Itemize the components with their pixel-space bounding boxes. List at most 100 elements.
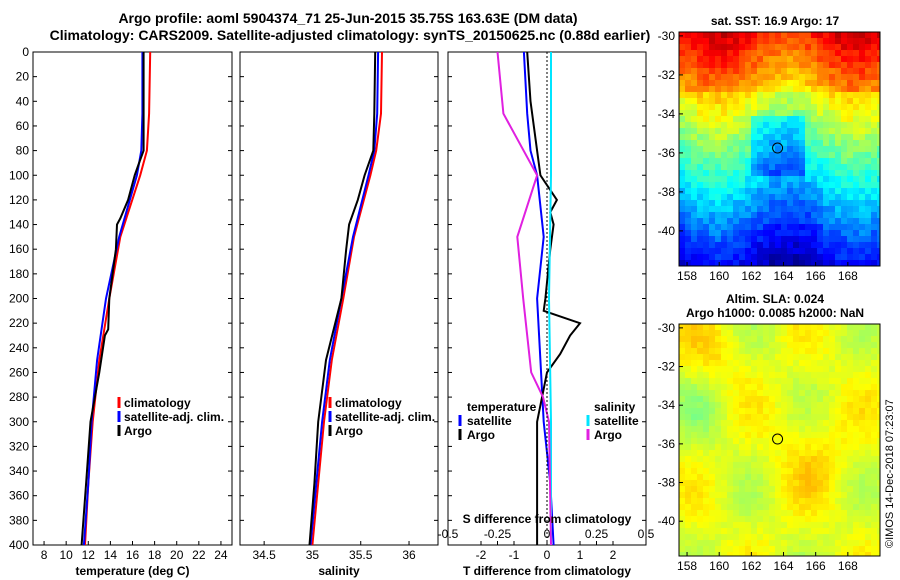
map-cell [871,372,877,378]
map-cell [733,354,739,360]
map-cell [751,242,757,248]
map-cell [757,206,763,212]
map-cell [697,122,703,128]
map-cell [679,248,685,254]
map-cell [835,62,841,68]
map-cell [817,50,823,56]
map-cell [715,38,721,44]
map-cell [853,480,859,486]
map-cell [781,92,787,98]
map-cell [853,86,859,92]
map-cell [709,414,715,420]
map-cell [709,336,715,342]
map-cell [679,366,685,372]
map-cell [865,426,871,432]
map-cell [715,366,721,372]
map-cell [781,474,787,480]
map-cell [823,414,829,420]
map-cell [877,486,880,492]
map-cell [829,444,835,450]
map-cell [751,450,757,456]
map-cell [733,80,739,86]
map-cell [859,98,865,104]
map-cell [829,194,835,200]
map-cell [769,92,775,98]
map-cell [841,128,847,134]
map-cell [799,104,805,110]
map-cell [745,242,751,248]
map-cell [793,146,799,152]
map-x-tick-label: 162 [741,559,761,573]
map-cell [733,158,739,164]
map-cell [787,480,793,486]
map-cell [787,212,793,218]
map-cell [715,324,721,330]
map-cell [715,414,721,420]
map-cell [745,170,751,176]
map-cell [805,456,811,462]
map-cell [763,426,769,432]
map-cell [835,444,841,450]
map-cell [871,390,877,396]
map-cell [721,438,727,444]
map-cell [769,158,775,164]
map-cell [739,324,745,330]
map-cell [721,194,727,200]
map-cell [715,86,721,92]
map-cell [811,248,817,254]
map-cell [715,336,721,342]
map-cell [871,546,877,552]
map-cell [811,414,817,420]
map-cell [841,170,847,176]
map-cell [709,330,715,336]
map-cell [793,522,799,528]
map-cell [781,456,787,462]
map-cell [829,236,835,242]
map-cell [781,212,787,218]
map-cell [811,432,817,438]
map-cell [805,134,811,140]
map-cell [691,140,697,146]
map-cell [781,408,787,414]
map-cell [691,236,697,242]
map-cell [859,552,865,556]
map-cell [751,498,757,504]
map-cell [715,378,721,384]
map-cell [841,390,847,396]
map-cell [721,62,727,68]
map-cell [841,248,847,254]
map-cell [685,74,691,80]
map-cell [685,516,691,522]
map-cell [781,462,787,468]
map-cell [853,248,859,254]
map-cell [757,194,763,200]
map-cell [775,44,781,50]
map-cell [697,384,703,390]
map-cell [871,402,877,408]
map-cell [823,146,829,152]
map-cell [793,414,799,420]
map-cell [829,86,835,92]
map-cell [841,462,847,468]
map-cell [763,432,769,438]
map-cell [805,510,811,516]
map-cell [781,498,787,504]
map-cell [823,236,829,242]
map-cell [751,528,757,534]
map-cell [853,516,859,522]
map-cell [751,218,757,224]
map-cell [745,342,751,348]
map-cell [769,450,775,456]
map-cell [775,414,781,420]
map-cell [703,534,709,540]
x-axis-label: salinity [318,564,360,578]
map-cell [733,522,739,528]
map-cell [745,74,751,80]
map-cell [775,540,781,546]
map-cell [703,218,709,224]
map-cell [709,432,715,438]
map-cell [865,510,871,516]
map-cell [757,32,763,38]
map-cell [691,152,697,158]
map-cell [811,194,817,200]
